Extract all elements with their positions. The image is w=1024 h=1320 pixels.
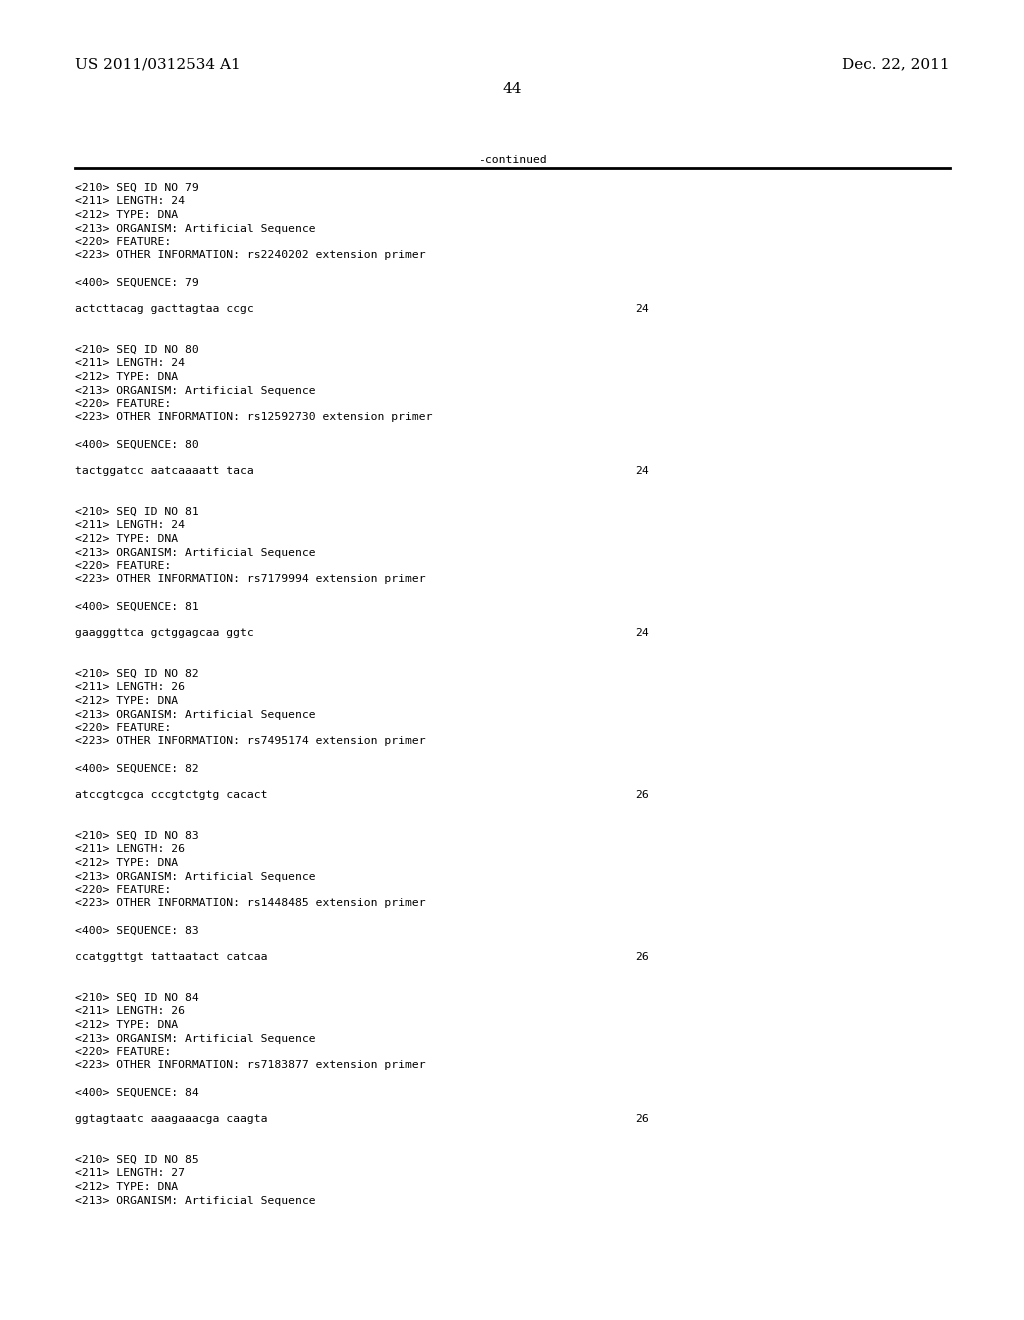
Text: <220> FEATURE:: <220> FEATURE: — [75, 399, 171, 409]
Text: <210> SEQ ID NO 81: <210> SEQ ID NO 81 — [75, 507, 199, 517]
Text: <220> FEATURE:: <220> FEATURE: — [75, 884, 171, 895]
Text: <400> SEQUENCE: 82: <400> SEQUENCE: 82 — [75, 763, 199, 774]
Text: <212> TYPE: DNA: <212> TYPE: DNA — [75, 858, 178, 869]
Text: <400> SEQUENCE: 84: <400> SEQUENCE: 84 — [75, 1088, 199, 1097]
Text: <213> ORGANISM: Artificial Sequence: <213> ORGANISM: Artificial Sequence — [75, 710, 315, 719]
Text: <220> FEATURE:: <220> FEATURE: — [75, 723, 171, 733]
Text: 26: 26 — [635, 1114, 649, 1125]
Text: atccgtcgca cccgtctgtg cacact: atccgtcgca cccgtctgtg cacact — [75, 791, 267, 800]
Text: <212> TYPE: DNA: <212> TYPE: DNA — [75, 696, 178, 706]
Text: <223> OTHER INFORMATION: rs2240202 extension primer: <223> OTHER INFORMATION: rs2240202 exten… — [75, 251, 426, 260]
Text: <211> LENGTH: 24: <211> LENGTH: 24 — [75, 197, 185, 206]
Text: 26: 26 — [635, 953, 649, 962]
Text: gaagggttca gctggagcaa ggtc: gaagggttca gctggagcaa ggtc — [75, 628, 254, 639]
Text: <213> ORGANISM: Artificial Sequence: <213> ORGANISM: Artificial Sequence — [75, 871, 315, 882]
Text: -continued: -continued — [477, 154, 547, 165]
Text: <210> SEQ ID NO 82: <210> SEQ ID NO 82 — [75, 669, 199, 678]
Text: US 2011/0312534 A1: US 2011/0312534 A1 — [75, 57, 241, 71]
Text: <211> LENGTH: 26: <211> LENGTH: 26 — [75, 845, 185, 854]
Text: <211> LENGTH: 26: <211> LENGTH: 26 — [75, 682, 185, 693]
Text: ggtagtaatc aaagaaacga caagta: ggtagtaatc aaagaaacga caagta — [75, 1114, 267, 1125]
Text: <212> TYPE: DNA: <212> TYPE: DNA — [75, 535, 178, 544]
Text: actcttacag gacttagtaa ccgc: actcttacag gacttagtaa ccgc — [75, 305, 254, 314]
Text: <223> OTHER INFORMATION: rs12592730 extension primer: <223> OTHER INFORMATION: rs12592730 exte… — [75, 412, 432, 422]
Text: <211> LENGTH: 27: <211> LENGTH: 27 — [75, 1168, 185, 1179]
Text: 26: 26 — [635, 791, 649, 800]
Text: <400> SEQUENCE: 79: <400> SEQUENCE: 79 — [75, 277, 199, 288]
Text: <220> FEATURE:: <220> FEATURE: — [75, 238, 171, 247]
Text: <211> LENGTH: 26: <211> LENGTH: 26 — [75, 1006, 185, 1016]
Text: <213> ORGANISM: Artificial Sequence: <213> ORGANISM: Artificial Sequence — [75, 223, 315, 234]
Text: <220> FEATURE:: <220> FEATURE: — [75, 561, 171, 572]
Text: <210> SEQ ID NO 79: <210> SEQ ID NO 79 — [75, 183, 199, 193]
Text: <211> LENGTH: 24: <211> LENGTH: 24 — [75, 520, 185, 531]
Text: <210> SEQ ID NO 85: <210> SEQ ID NO 85 — [75, 1155, 199, 1166]
Text: 24: 24 — [635, 466, 649, 477]
Text: <400> SEQUENCE: 80: <400> SEQUENCE: 80 — [75, 440, 199, 450]
Text: <223> OTHER INFORMATION: rs7179994 extension primer: <223> OTHER INFORMATION: rs7179994 exten… — [75, 574, 426, 585]
Text: 44: 44 — [502, 82, 522, 96]
Text: 24: 24 — [635, 305, 649, 314]
Text: <400> SEQUENCE: 81: <400> SEQUENCE: 81 — [75, 602, 199, 611]
Text: <212> TYPE: DNA: <212> TYPE: DNA — [75, 1181, 178, 1192]
Text: <220> FEATURE:: <220> FEATURE: — [75, 1047, 171, 1057]
Text: <213> ORGANISM: Artificial Sequence: <213> ORGANISM: Artificial Sequence — [75, 1196, 315, 1205]
Text: <400> SEQUENCE: 83: <400> SEQUENCE: 83 — [75, 925, 199, 936]
Text: <223> OTHER INFORMATION: rs1448485 extension primer: <223> OTHER INFORMATION: rs1448485 exten… — [75, 899, 426, 908]
Text: <210> SEQ ID NO 83: <210> SEQ ID NO 83 — [75, 832, 199, 841]
Text: <210> SEQ ID NO 80: <210> SEQ ID NO 80 — [75, 345, 199, 355]
Text: <212> TYPE: DNA: <212> TYPE: DNA — [75, 372, 178, 381]
Text: <223> OTHER INFORMATION: rs7183877 extension primer: <223> OTHER INFORMATION: rs7183877 exten… — [75, 1060, 426, 1071]
Text: <210> SEQ ID NO 84: <210> SEQ ID NO 84 — [75, 993, 199, 1003]
Text: ccatggttgt tattaatact catcaa: ccatggttgt tattaatact catcaa — [75, 953, 267, 962]
Text: <212> TYPE: DNA: <212> TYPE: DNA — [75, 210, 178, 220]
Text: <212> TYPE: DNA: <212> TYPE: DNA — [75, 1020, 178, 1030]
Text: <213> ORGANISM: Artificial Sequence: <213> ORGANISM: Artificial Sequence — [75, 385, 315, 396]
Text: <213> ORGANISM: Artificial Sequence: <213> ORGANISM: Artificial Sequence — [75, 548, 315, 557]
Text: 24: 24 — [635, 628, 649, 639]
Text: <211> LENGTH: 24: <211> LENGTH: 24 — [75, 359, 185, 368]
Text: <213> ORGANISM: Artificial Sequence: <213> ORGANISM: Artificial Sequence — [75, 1034, 315, 1044]
Text: Dec. 22, 2011: Dec. 22, 2011 — [843, 57, 950, 71]
Text: <223> OTHER INFORMATION: rs7495174 extension primer: <223> OTHER INFORMATION: rs7495174 exten… — [75, 737, 426, 747]
Text: tactggatcc aatcaaaatt taca: tactggatcc aatcaaaatt taca — [75, 466, 254, 477]
